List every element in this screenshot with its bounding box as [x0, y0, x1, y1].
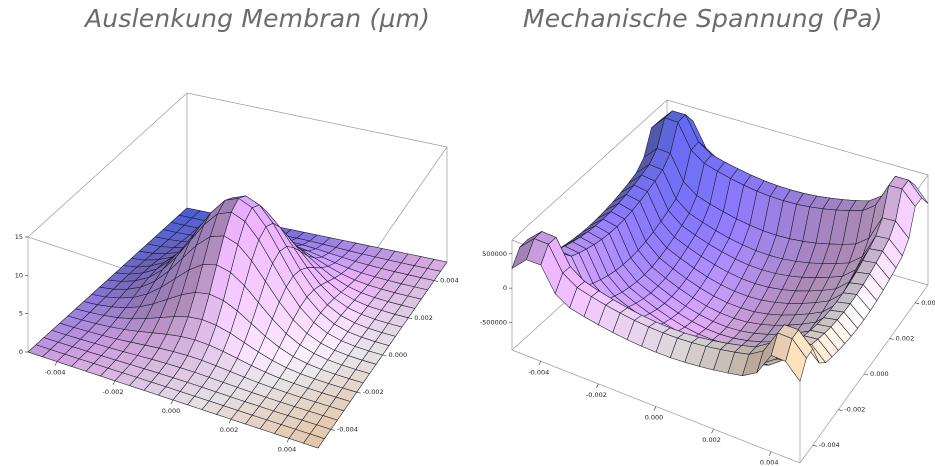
- x-tick-label: 0.000: [645, 414, 664, 422]
- y-tick-mark: [838, 409, 843, 411]
- x-tick-mark: [286, 438, 290, 443]
- z-tick-label: -500000: [480, 319, 507, 327]
- y-tick-mark: [889, 338, 894, 340]
- axis-ticks: -0.004 -0.002 0.000 0.002 0.004 -0.004 -0.002 0…: [15, 233, 459, 453]
- z-tick-label: 500000: [482, 250, 507, 258]
- x-tick-mark: [596, 383, 599, 389]
- y-tick-mark: [382, 354, 387, 357]
- x-tick-label: 0.004: [760, 459, 779, 466]
- surface-mesh: [27, 195, 448, 449]
- z-tick-label: 0: [19, 348, 23, 356]
- y-tick-mark: [812, 444, 817, 447]
- x-tick-mark: [711, 428, 714, 434]
- x-tick-label: 0.000: [162, 407, 181, 415]
- surface-patch: [785, 337, 807, 383]
- x-tick-label: -0.004: [528, 368, 549, 376]
- x-tick-mark: [112, 380, 116, 385]
- x-tick-label: 0.004: [278, 445, 297, 453]
- y-tick-mark: [408, 317, 413, 320]
- x-tick-label: 0.002: [702, 436, 721, 444]
- y-tick-label: 0.004: [921, 299, 935, 307]
- y-tick-label: 0.004: [440, 277, 459, 285]
- y-tick-label: 0.002: [896, 334, 915, 342]
- y-tick-mark: [330, 429, 335, 431]
- y-tick-mark: [356, 391, 361, 394]
- y-tick-mark: [434, 280, 439, 282]
- x-tick-mark: [54, 361, 58, 366]
- x-tick-mark: [228, 419, 232, 424]
- surface-mesh: [511, 110, 929, 383]
- y-tick-mark: [863, 373, 869, 376]
- z-tick-label: 5: [19, 310, 23, 318]
- x-tick-label: 0.002: [220, 426, 239, 434]
- y-tick-mark: [915, 302, 920, 305]
- surface-patch: [303, 433, 325, 449]
- y-tick-label: -0.002: [363, 388, 384, 396]
- y-tick-label: -0.002: [844, 406, 865, 414]
- y-tick-label: -0.004: [819, 441, 840, 449]
- z-tick-label: 10: [15, 271, 23, 279]
- z-tick-label: 15: [15, 233, 23, 241]
- x-tick-mark: [653, 406, 657, 411]
- y-tick-label: -0.004: [337, 425, 358, 433]
- z-tick-label: 0: [503, 284, 507, 292]
- x-tick-label: -0.002: [103, 388, 124, 396]
- y-tick-label: 0.000: [870, 370, 889, 378]
- axis-ticks: -0.004 -0.002 0.000 0.002 0.004 -0.004 -0.002 0…: [480, 250, 935, 466]
- y-tick-label: 0.000: [389, 351, 408, 359]
- x-tick-mark: [768, 451, 772, 456]
- chart-title-stress: Mechanische Spannung (Pa): [523, 4, 883, 33]
- x-tick-label: -0.004: [45, 369, 66, 377]
- y-tick-label: 0.002: [414, 314, 433, 322]
- x-tick-mark: [170, 399, 174, 405]
- x-tick-mark: [538, 361, 542, 366]
- chart-title-deflection: Auslenkung Membran (µm): [85, 4, 431, 33]
- x-tick-label: -0.002: [586, 391, 607, 399]
